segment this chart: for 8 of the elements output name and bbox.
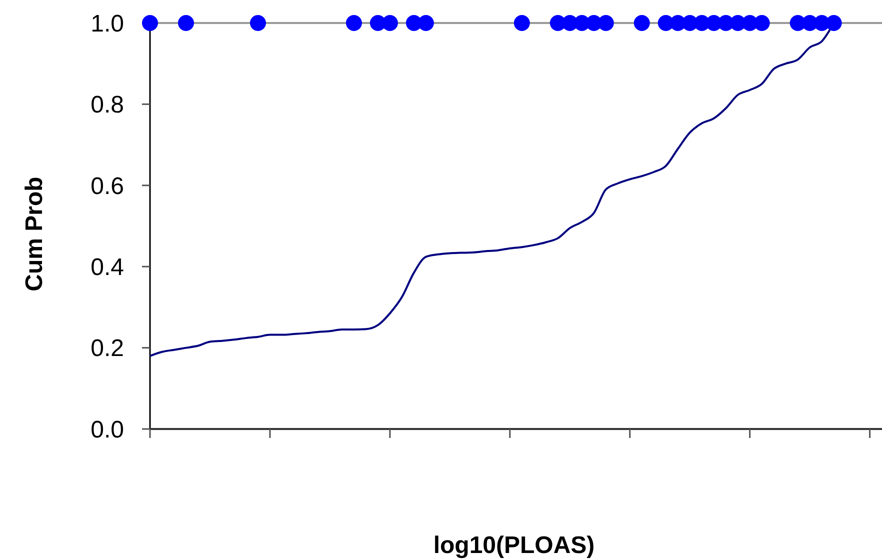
x-axis-title: log10(PLOAS) [433,532,595,559]
y-tick-label: 0.2 [90,335,124,362]
y-axis-title: Cum Prob [21,176,48,292]
y-tick-label: 0.0 [90,416,124,444]
y-tick-label: 1.0 [90,10,124,38]
y-tick-label: 0.8 [90,92,124,119]
y-tick-label: 0.4 [90,254,124,281]
y-tick-label: 0.6 [90,172,124,200]
